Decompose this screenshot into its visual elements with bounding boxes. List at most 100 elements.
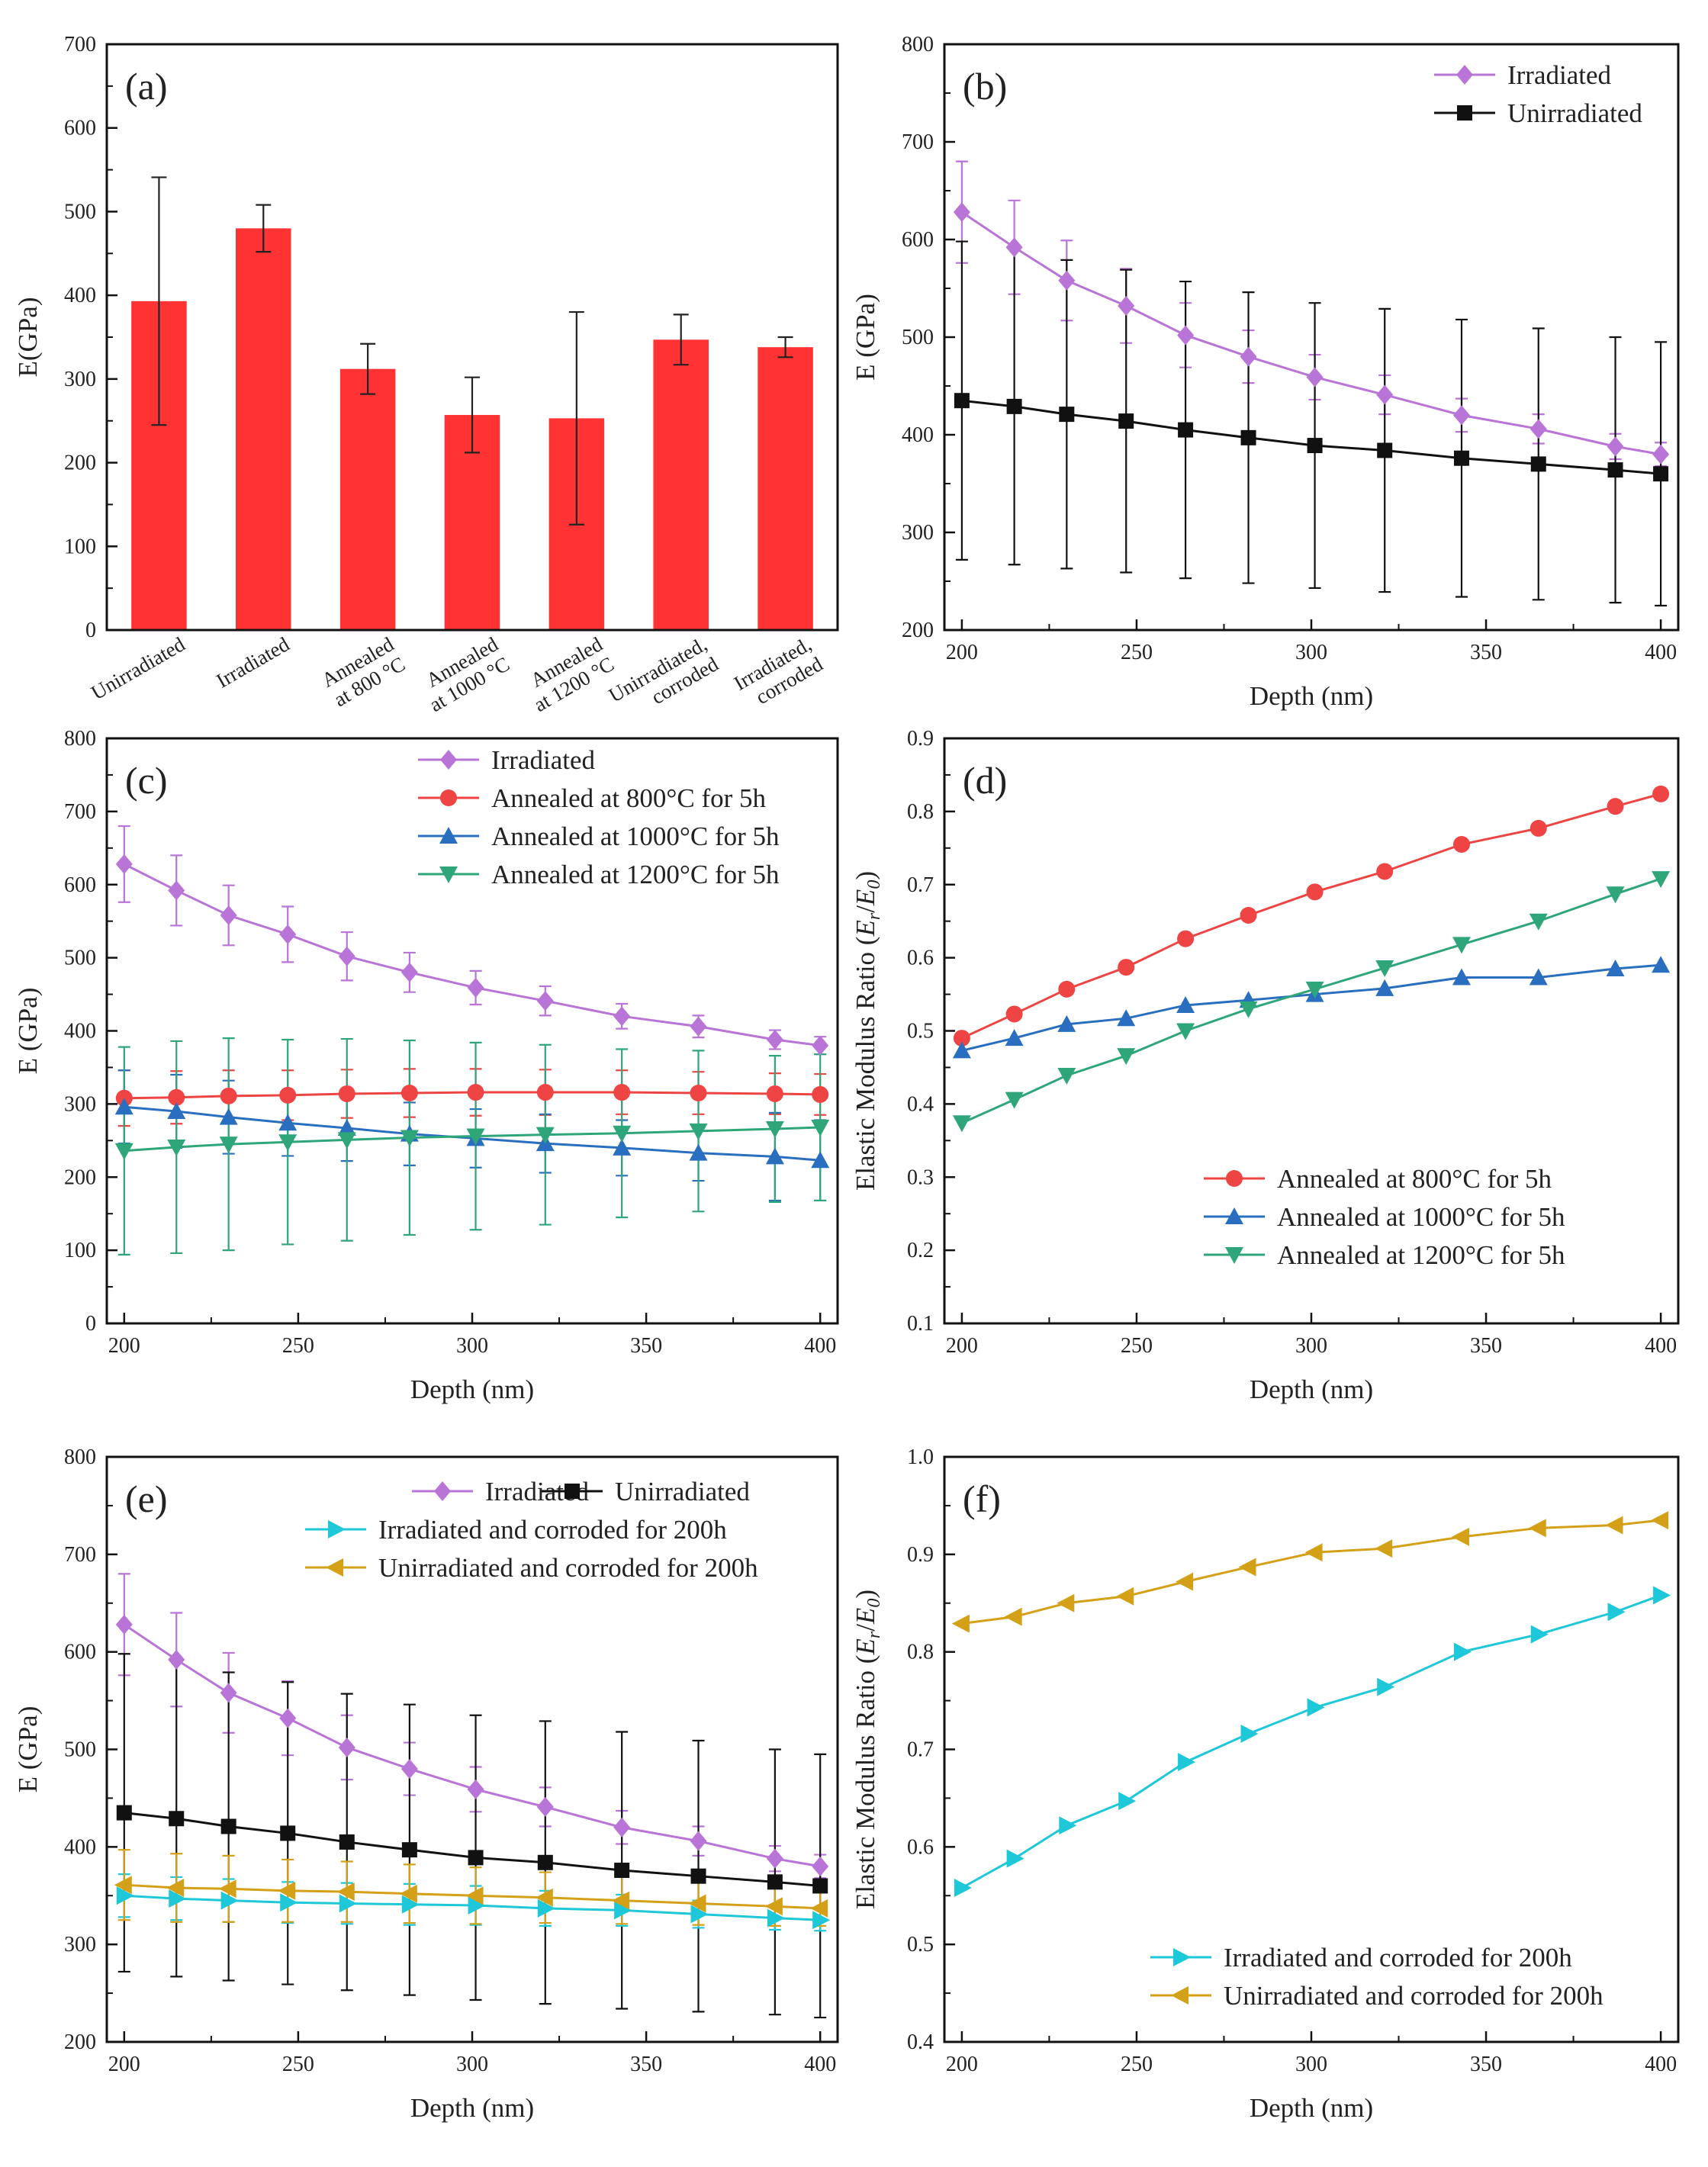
category-label-6: Irradiated,corroded (730, 632, 827, 715)
y-tick-label-c: 500 (64, 947, 96, 970)
legend-label-c: Annealed at 1200°C for 5h (491, 860, 780, 889)
x-tick-label-d: 200 (946, 1334, 978, 1358)
chart-panel-e: 200 300 400 500 600 700 800 200 250 300 350 400 Dept… (13, 1445, 839, 2123)
y-tick-label-a: 0 (85, 619, 96, 642)
data-point-c-s0 (467, 977, 484, 998)
y-tick-label-d: 0.9 (907, 727, 934, 751)
x-tick-label-d: 250 (1121, 1334, 1153, 1358)
y-tick-label-b: 800 (902, 33, 934, 56)
data-point-f-s0 (1006, 1849, 1024, 1868)
legend-label-b: Irradiated (1507, 60, 1612, 90)
data-point-e-s1 (537, 1854, 553, 1870)
data-point-d-s1 (1606, 960, 1625, 977)
data-point-c-s0 (812, 1035, 829, 1056)
data-point-b-s0 (1306, 367, 1324, 387)
data-point-f-s0 (1530, 1625, 1549, 1644)
data-point-b-s0 (1058, 270, 1076, 291)
y-tick-label-d: 0.1 (907, 1312, 934, 1336)
data-point-e-s2 (339, 1894, 357, 1913)
data-point-f-s0 (1240, 1725, 1259, 1744)
data-point-b-s0 (1607, 436, 1624, 457)
panel-label-a: (a) (125, 65, 168, 108)
data-point-e-s3 (810, 1899, 828, 1918)
data-point-c-s1 (338, 1085, 355, 1102)
y-tick-label-a: 400 (64, 284, 96, 307)
y-tick-label-b: 400 (902, 423, 934, 447)
data-point-d-s1 (1057, 1014, 1076, 1032)
y-tick-label-c: 200 (64, 1165, 96, 1189)
y-tick-label-d: 0.3 (907, 1165, 934, 1189)
data-point-c-s1 (220, 1087, 237, 1104)
legend-marker-e (434, 1481, 451, 1501)
y-tick-label-e: 500 (64, 1738, 96, 1762)
data-point-c-s3 (466, 1128, 485, 1146)
data-point-f-s1 (1238, 1558, 1256, 1577)
data-point-b-s0 (1118, 296, 1135, 317)
y-tick-label-b: 200 (902, 619, 934, 642)
data-point-c-s0 (613, 1006, 631, 1027)
data-point-c-s0 (690, 1016, 707, 1037)
data-point-d-s0 (1177, 930, 1195, 947)
data-point-e-s2 (169, 1889, 187, 1908)
data-point-f-s1 (951, 1614, 970, 1633)
y-tick-label-f: 0.9 (907, 1543, 934, 1567)
legend-marker-c (440, 789, 457, 806)
y-tick-label-c: 100 (64, 1239, 96, 1262)
data-point-f-s1 (1116, 1587, 1134, 1606)
data-point-b-s1 (1307, 438, 1323, 454)
data-point-e-s3 (535, 1888, 553, 1907)
data-point-e-s1 (767, 1874, 783, 1890)
data-point-c-s1 (279, 1086, 297, 1104)
x-tick-label-b: 350 (1470, 641, 1502, 664)
legend-marker-c (439, 827, 458, 844)
data-point-d-s2 (1305, 981, 1324, 998)
x-tick-label-b: 300 (1295, 641, 1327, 664)
y-axis-title-part: E (851, 1638, 880, 1655)
y-tick-label-a: 500 (64, 200, 96, 223)
data-point-e-s2 (690, 1905, 709, 1924)
x-tick-label-f: 350 (1470, 2053, 1502, 2076)
bar-5 (653, 339, 709, 630)
y-axis-title-part: E (851, 1608, 880, 1625)
panel-label-e: (e) (125, 1477, 168, 1520)
x-tick-label-d: 350 (1470, 1334, 1502, 1358)
legend-marker-d (1226, 1170, 1243, 1187)
data-point-b-s1 (1530, 456, 1546, 472)
data-point-d-s1 (1117, 1009, 1136, 1027)
data-point-b-s1 (1653, 466, 1669, 482)
chart-panel-b: 200 300 400 500 600 700 800 200 250 300 350 400 Dept… (851, 33, 1680, 711)
y-tick-label-e: 400 (64, 1835, 96, 1859)
data-point-b-s1 (1059, 407, 1075, 423)
series-line-b-s0 (961, 211, 1661, 456)
y-tick-label-a: 600 (64, 117, 96, 140)
data-point-e-s0 (812, 1856, 829, 1876)
data-point-c-s3 (167, 1139, 186, 1156)
series-line-f-s0 (961, 1594, 1661, 1889)
data-point-b-s1 (1607, 462, 1623, 478)
y-tick-label-a: 100 (64, 535, 96, 558)
data-point-e-s0 (220, 1683, 237, 1703)
data-point-e-s3 (465, 1886, 484, 1905)
data-point-c-s0 (115, 854, 133, 874)
y-tick-label-d: 0.6 (907, 947, 934, 970)
series-line-c-s1 (124, 1091, 821, 1100)
series-line-e-s1 (124, 1812, 821, 1887)
y-tick-label-e: 300 (64, 1933, 96, 1956)
data-point-b-s1 (1453, 450, 1469, 466)
y-tick-label-b: 700 (902, 130, 934, 154)
data-point-e-s1 (401, 1842, 417, 1858)
legend-label-c: Annealed at 800°C for 5h (491, 783, 767, 813)
legend-marker-f (1171, 1986, 1189, 2005)
panel-label-b: (b) (963, 65, 1007, 108)
plot-frame-e (105, 1455, 839, 2043)
y-axis-title-b: E (GPa) (851, 294, 880, 381)
y-tick-label-a: 700 (64, 33, 96, 56)
panel-label-c: (c) (125, 759, 168, 802)
data-point-c-s2 (613, 1138, 632, 1156)
y-axis-title-part: Elastic Modulus Ratio ( (851, 1655, 880, 1909)
data-point-e-s0 (400, 1759, 418, 1780)
data-point-e-s3 (336, 1882, 355, 1902)
data-point-c-s3 (765, 1120, 784, 1138)
legend-marker-c (439, 866, 458, 883)
data-point-e-s0 (467, 1779, 484, 1799)
